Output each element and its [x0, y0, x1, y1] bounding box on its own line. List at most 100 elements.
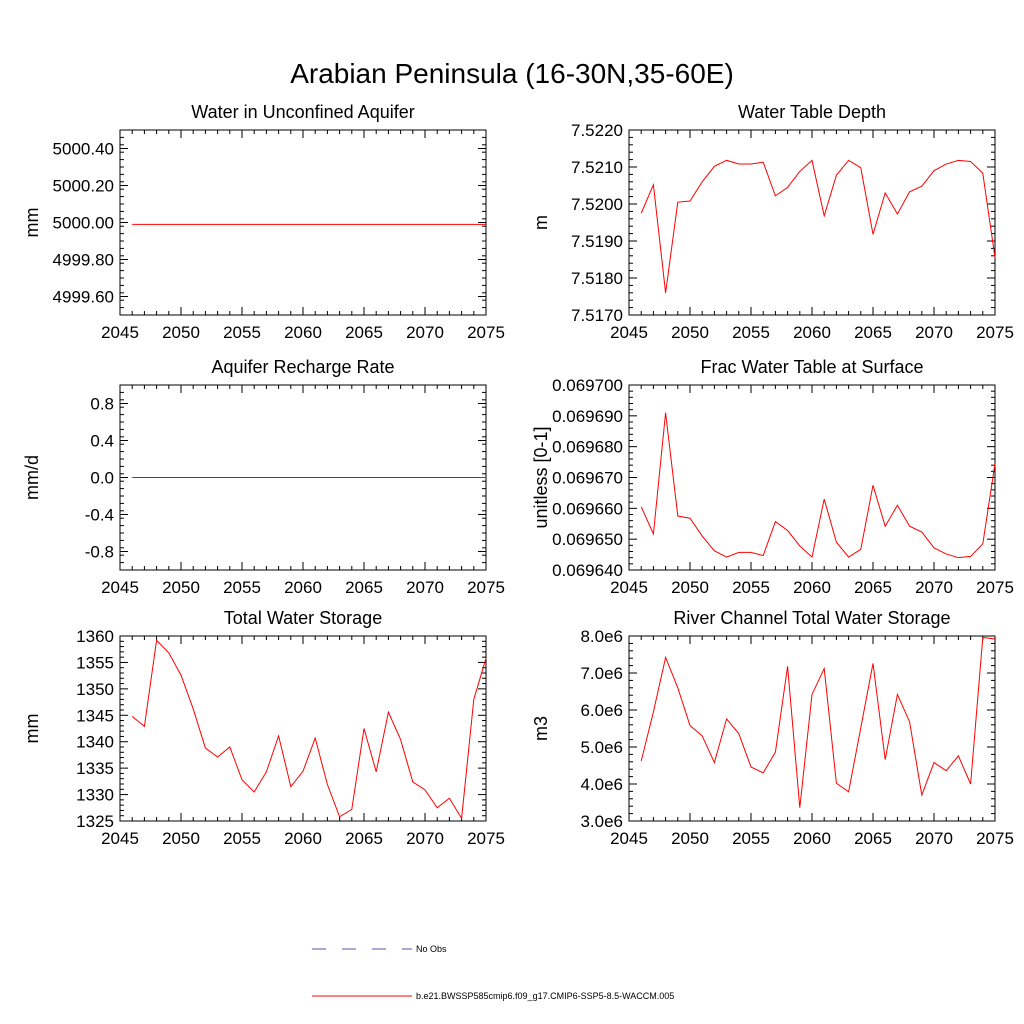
y-tick-label-total-water-storage: 1335 — [76, 759, 114, 778]
x-tick-label-water-in-unconfined-aquifer: 2055 — [223, 323, 261, 342]
figure-title: Arabian Peninsula (16-30N,35-60E) — [290, 58, 734, 89]
y-tick-label-river-channel-total-water-storage: 7.0e6 — [580, 664, 623, 683]
x-tick-label-frac-water-table-at-surface: 2070 — [915, 578, 953, 597]
y-tick-label-water-table-depth: 7.5220 — [571, 121, 623, 140]
x-tick-label-river-channel-total-water-storage: 2075 — [976, 829, 1014, 848]
x-tick-label-total-water-storage: 2065 — [345, 829, 383, 848]
series-line-frac-water-table-at-surface — [640, 412, 996, 559]
x-tick-label-frac-water-table-at-surface: 2065 — [854, 578, 892, 597]
y-tick-label-total-water-storage: 1325 — [76, 812, 114, 831]
y-tick-label-river-channel-total-water-storage: 4.0e6 — [580, 775, 623, 794]
x-tick-label-water-table-depth: 2045 — [610, 323, 648, 342]
y-tick-label-river-channel-total-water-storage: 5.0e6 — [580, 738, 623, 757]
x-tick-label-water-table-depth: 2070 — [915, 323, 953, 342]
y-axis-label-water-table-depth: m — [531, 215, 551, 230]
x-tick-label-water-table-depth: 2060 — [793, 323, 831, 342]
y-tick-label-water-table-depth: 7.5180 — [571, 269, 623, 288]
legend: No Obs b.e21.BWSSP585cmip6.f09_g17.CMIP6… — [312, 944, 674, 1001]
panel-total-water-storage: Total Water Storage mm 2045 2050 2055 2060 206… — [22, 608, 505, 848]
x-tick-label-total-water-storage: 2045 — [101, 829, 139, 848]
x-tick-label-water-in-unconfined-aquifer: 2075 — [467, 323, 505, 342]
y-tick-label-frac-water-table-at-surface: 0.069650 — [552, 530, 623, 549]
x-tick-label-river-channel-total-water-storage: 2060 — [793, 829, 831, 848]
y-tick-label-frac-water-table-at-surface: 0.069640 — [552, 561, 623, 580]
panel-title-river-channel-total-water-storage: River Channel Total Water Storage — [673, 608, 950, 628]
panel-frac-water-table-at-surface: Frac Water Table at Surface unitless [0-1… — [531, 357, 1014, 597]
y-axis-label-river-channel-total-water-storage: m3 — [531, 716, 551, 741]
panel-title-frac-water-table-at-surface: Frac Water Table at Surface — [700, 357, 923, 377]
x-tick-label-water-table-depth: 2065 — [854, 323, 892, 342]
y-tick-label-water-table-depth: 7.5190 — [571, 232, 623, 251]
x-tick-label-total-water-storage: 2060 — [284, 829, 322, 848]
panel-title-water-table-depth: Water Table Depth — [738, 102, 886, 122]
legend-label-model: b.e21.BWSSP585cmip6.f09_g17.CMIP6-SSP5-8… — [416, 991, 674, 1001]
x-tick-label-river-channel-total-water-storage: 2050 — [671, 829, 709, 848]
y-tick-label-water-in-unconfined-aquifer: 4999.80 — [53, 251, 114, 270]
x-tick-label-frac-water-table-at-surface: 2060 — [793, 578, 831, 597]
y-tick-label-frac-water-table-at-surface: 0.069660 — [552, 499, 623, 518]
panel-title-total-water-storage: Total Water Storage — [224, 608, 382, 628]
x-tick-label-frac-water-table-at-surface: 2075 — [976, 578, 1014, 597]
y-tick-label-aquifer-recharge-rate: 0.8 — [90, 395, 114, 414]
panel-water-table-depth: Water Table Depth m 2045 2050 2055 2060 2065 20… — [531, 102, 1014, 342]
x-tick-label-water-table-depth: 2075 — [976, 323, 1014, 342]
y-tick-label-total-water-storage: 1340 — [76, 733, 114, 752]
x-tick-label-river-channel-total-water-storage: 2055 — [732, 829, 770, 848]
panel-river-channel-total-water-storage: River Channel Total Water Storage m3 2045 2… — [531, 608, 1014, 848]
x-tick-label-aquifer-recharge-rate: 2050 — [162, 578, 200, 597]
panel-water-in-unconfined-aquifer: Water in Unconfined Aquifer mm 2045 2050 205… — [22, 102, 505, 342]
x-tick-label-water-in-unconfined-aquifer: 2050 — [162, 323, 200, 342]
x-tick-label-water-table-depth: 2050 — [671, 323, 709, 342]
x-tick-label-aquifer-recharge-rate: 2070 — [406, 578, 444, 597]
y-axis-label-total-water-storage: mm — [22, 714, 42, 744]
legend-entry-model: b.e21.BWSSP585cmip6.f09_g17.CMIP6-SSP5-8… — [312, 991, 674, 1001]
y-axis-label-aquifer-recharge-rate: mm/d — [22, 455, 42, 500]
panels: Water in Unconfined Aquifer mm 2045 2050 205… — [22, 102, 1014, 848]
x-tick-label-total-water-storage: 2055 — [223, 829, 261, 848]
y-tick-label-aquifer-recharge-rate: 0.0 — [90, 469, 114, 488]
y-tick-label-frac-water-table-at-surface: 0.069700 — [552, 376, 623, 395]
y-tick-label-total-water-storage: 1350 — [76, 680, 114, 699]
plot-frame-river-channel-total-water-storage — [628, 635, 996, 822]
y-tick-label-frac-water-table-at-surface: 0.069680 — [552, 438, 623, 457]
y-tick-label-river-channel-total-water-storage: 8.0e6 — [580, 627, 623, 646]
y-tick-label-water-table-depth: 7.5210 — [571, 158, 623, 177]
x-tick-label-aquifer-recharge-rate: 2045 — [101, 578, 139, 597]
panel-title-aquifer-recharge-rate: Aquifer Recharge Rate — [211, 357, 394, 377]
x-tick-label-aquifer-recharge-rate: 2055 — [223, 578, 261, 597]
y-tick-label-river-channel-total-water-storage: 3.0e6 — [580, 812, 623, 831]
panel-title-water-in-unconfined-aquifer: Water in Unconfined Aquifer — [191, 102, 414, 122]
x-tick-label-aquifer-recharge-rate: 2060 — [284, 578, 322, 597]
x-tick-label-river-channel-total-water-storage: 2070 — [915, 829, 953, 848]
y-axis-label-water-in-unconfined-aquifer: mm — [22, 208, 42, 238]
x-tick-label-total-water-storage: 2070 — [406, 829, 444, 848]
x-tick-label-water-table-depth: 2055 — [732, 323, 770, 342]
x-tick-label-frac-water-table-at-surface: 2050 — [671, 578, 709, 597]
y-tick-label-aquifer-recharge-rate: 0.4 — [90, 432, 114, 451]
series-line-river-channel-total-water-storage — [640, 636, 996, 808]
y-tick-label-aquifer-recharge-rate: -0.4 — [85, 506, 114, 525]
x-tick-label-river-channel-total-water-storage: 2045 — [610, 829, 648, 848]
plot-frame-water-table-depth — [628, 129, 996, 316]
legend-label-no-obs: No Obs — [416, 944, 447, 954]
x-tick-label-river-channel-total-water-storage: 2065 — [854, 829, 892, 848]
y-tick-label-river-channel-total-water-storage: 6.0e6 — [580, 701, 623, 720]
y-tick-label-water-in-unconfined-aquifer: 4999.60 — [53, 288, 114, 307]
x-tick-label-frac-water-table-at-surface: 2045 — [610, 578, 648, 597]
x-tick-label-water-in-unconfined-aquifer: 2065 — [345, 323, 383, 342]
y-axis-label-frac-water-table-at-surface: unitless [0-1] — [531, 426, 551, 528]
y-tick-label-frac-water-table-at-surface: 0.069670 — [552, 469, 623, 488]
plot-frame-water-in-unconfined-aquifer — [119, 129, 487, 316]
y-tick-label-water-in-unconfined-aquifer: 5000.20 — [53, 177, 114, 196]
x-tick-label-aquifer-recharge-rate: 2065 — [345, 578, 383, 597]
plot-frame-frac-water-table-at-surface — [628, 384, 996, 571]
y-tick-label-water-table-depth: 7.5170 — [571, 306, 623, 325]
x-tick-label-water-in-unconfined-aquifer: 2070 — [406, 323, 444, 342]
y-tick-label-total-water-storage: 1355 — [76, 653, 114, 672]
series-line-water-table-depth — [640, 159, 996, 293]
legend-entry-no-obs: No Obs — [312, 944, 447, 954]
panel-aquifer-recharge-rate: Aquifer Recharge Rate mm/d 2045 2050 2055 206… — [22, 357, 505, 597]
y-tick-label-water-in-unconfined-aquifer: 5000.40 — [53, 140, 114, 159]
x-tick-label-total-water-storage: 2075 — [467, 829, 505, 848]
